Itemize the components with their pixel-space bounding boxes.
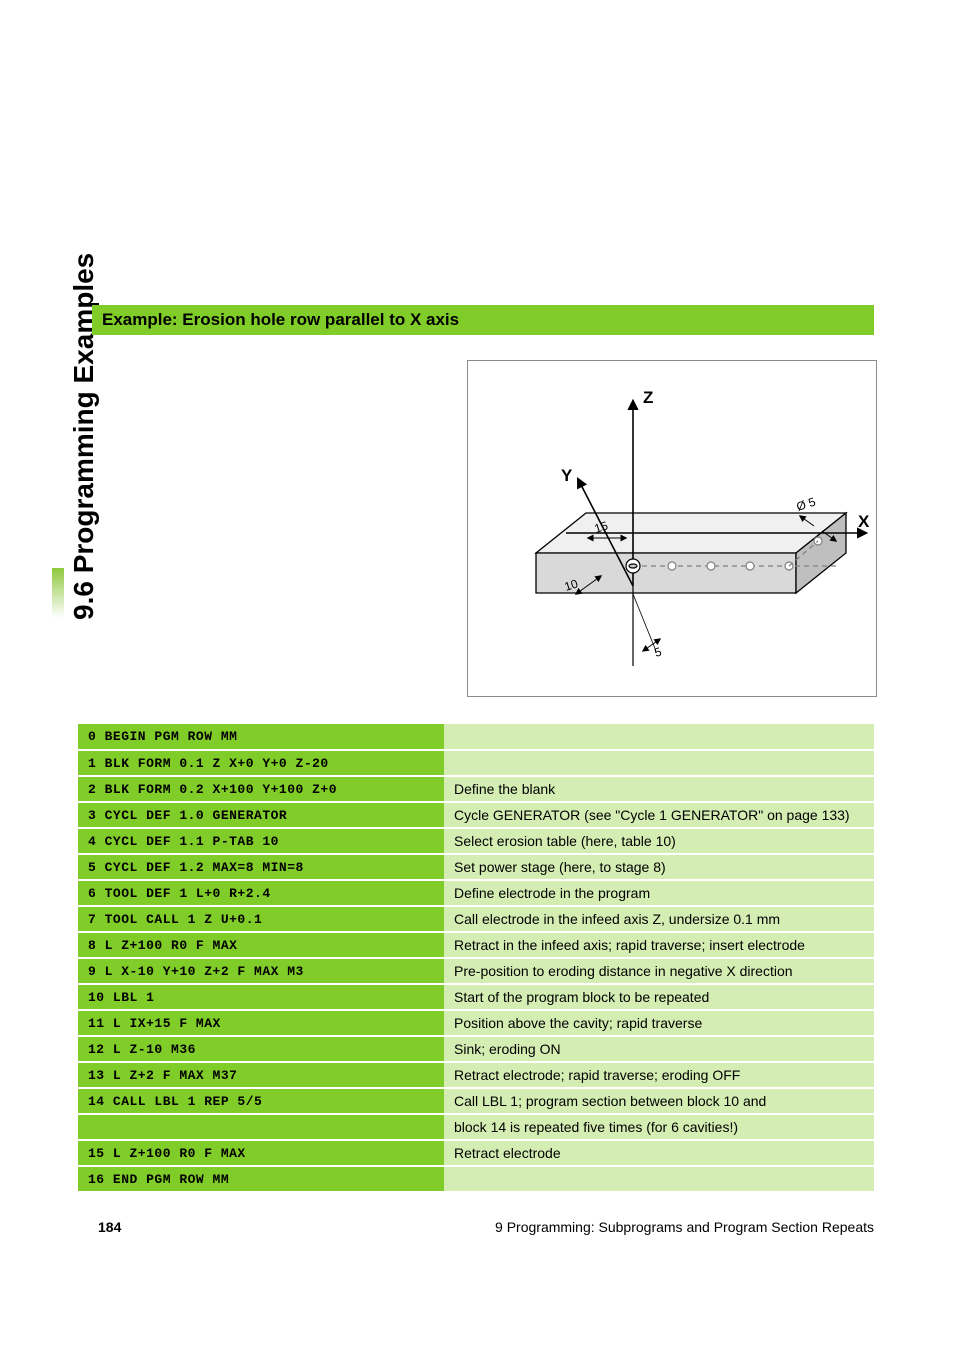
table-row: 4 CYCL DEF 1.1 P-TAB 10Select erosion ta… <box>78 828 874 854</box>
code-cell: 0 BEGIN PGM ROW MM <box>78 724 444 750</box>
desc-cell: Sink; eroding ON <box>444 1036 874 1062</box>
table-row: 7 TOOL CALL 1 Z U+0.1Call electrode in t… <box>78 906 874 932</box>
sidebar-gradient <box>52 568 64 618</box>
diagram-box: Z Y X 15 <box>467 360 877 697</box>
diagram-svg: Z Y X 15 <box>468 361 876 696</box>
table-row: 0 BEGIN PGM ROW MM <box>78 724 874 750</box>
table-row: 13 L Z+2 F MAX M37Retract electrode; rap… <box>78 1062 874 1088</box>
code-cell: 9 L X-10 Y+10 Z+2 F MAX M3 <box>78 958 444 984</box>
desc-cell: block 14 is repeated five times (for 6 c… <box>444 1114 874 1140</box>
code-cell: 8 L Z+100 R0 F MAX <box>78 932 444 958</box>
desc-cell: Pre-position to eroding distance in nega… <box>444 958 874 984</box>
code-cell: 6 TOOL DEF 1 L+0 R+2.4 <box>78 880 444 906</box>
desc-cell <box>444 724 874 750</box>
code-cell: 4 CYCL DEF 1.1 P-TAB 10 <box>78 828 444 854</box>
desc-cell: Call LBL 1; program section between bloc… <box>444 1088 874 1114</box>
desc-cell: Retract electrode <box>444 1140 874 1166</box>
axis-y-label: Y <box>561 466 573 485</box>
code-cell: 15 L Z+100 R0 F MAX <box>78 1140 444 1166</box>
code-cell: 14 CALL LBL 1 REP 5/5 <box>78 1088 444 1114</box>
table-row: 8 L Z+100 R0 F MAXRetract in the infeed … <box>78 932 874 958</box>
table-row: 14 CALL LBL 1 REP 5/5Call LBL 1; program… <box>78 1088 874 1114</box>
table-row: 12 L Z-10 M36Sink; eroding ON <box>78 1036 874 1062</box>
desc-cell: Set power stage (here, to stage 8) <box>444 854 874 880</box>
code-cell: 11 L IX+15 F MAX <box>78 1010 444 1036</box>
desc-cell: Cycle GENERATOR (see "Cycle 1 GENERATOR"… <box>444 802 874 828</box>
code-table: 0 BEGIN PGM ROW MM 1 BLK FORM 0.1 Z X+0 … <box>78 724 874 1193</box>
code-cell: 3 CYCL DEF 1.0 GENERATOR <box>78 802 444 828</box>
desc-cell: Retract electrode; rapid traverse; erodi… <box>444 1062 874 1088</box>
table-row: 9 L X-10 Y+10 Z+2 F MAX M3Pre-position t… <box>78 958 874 984</box>
desc-cell: Retract in the infeed axis; rapid traver… <box>444 932 874 958</box>
table-row: 10 LBL 1Start of the program block to be… <box>78 984 874 1010</box>
table-row: 16 END PGM ROW MM <box>78 1166 874 1192</box>
code-cell: 12 L Z-10 M36 <box>78 1036 444 1062</box>
code-cell: 10 LBL 1 <box>78 984 444 1010</box>
code-cell: 2 BLK FORM 0.2 X+100 Y+100 Z+0 <box>78 776 444 802</box>
table-row: block 14 is repeated five times (for 6 c… <box>78 1114 874 1140</box>
example-header: Example: Erosion hole row parallel to X … <box>92 305 874 335</box>
desc-cell: Define electrode in the program <box>444 880 874 906</box>
table-row: 3 CYCL DEF 1.0 GENERATORCycle GENERATOR … <box>78 802 874 828</box>
code-cell: 1 BLK FORM 0.1 Z X+0 Y+0 Z-20 <box>78 750 444 776</box>
desc-cell: Select erosion table (here, table 10) <box>444 828 874 854</box>
axis-x-label: X <box>858 512 870 531</box>
table-row: 6 TOOL DEF 1 L+0 R+2.4Define electrode i… <box>78 880 874 906</box>
desc-cell: Position above the cavity; rapid travers… <box>444 1010 874 1036</box>
code-cell: 13 L Z+2 F MAX M37 <box>78 1062 444 1088</box>
desc-cell <box>444 750 874 776</box>
code-cell <box>78 1114 444 1140</box>
footer-text: 9 Programming: Subprograms and Program S… <box>495 1219 874 1235</box>
table-row: 1 BLK FORM 0.1 Z X+0 Y+0 Z-20 <box>78 750 874 776</box>
desc-cell: Start of the program block to be repeate… <box>444 984 874 1010</box>
desc-cell: Define the blank <box>444 776 874 802</box>
table-row: 15 L Z+100 R0 F MAXRetract electrode <box>78 1140 874 1166</box>
desc-cell <box>444 1166 874 1192</box>
code-cell: 7 TOOL CALL 1 Z U+0.1 <box>78 906 444 932</box>
dim-dia: Ø 5 <box>795 494 818 513</box>
code-cell: 5 CYCL DEF 1.2 MAX=8 MIN=8 <box>78 854 444 880</box>
table-row: 11 L IX+15 F MAXPosition above the cavit… <box>78 1010 874 1036</box>
code-cell: 16 END PGM ROW MM <box>78 1166 444 1192</box>
example-header-text: Example: Erosion hole row parallel to X … <box>102 310 459 330</box>
page-number: 184 <box>98 1219 121 1235</box>
table-row: 5 CYCL DEF 1.2 MAX=8 MIN=8Set power stag… <box>78 854 874 880</box>
desc-cell: Call electrode in the infeed axis Z, und… <box>444 906 874 932</box>
table-row: 2 BLK FORM 0.2 X+100 Y+100 Z+0Define the… <box>78 776 874 802</box>
axis-z-label: Z <box>643 388 653 407</box>
